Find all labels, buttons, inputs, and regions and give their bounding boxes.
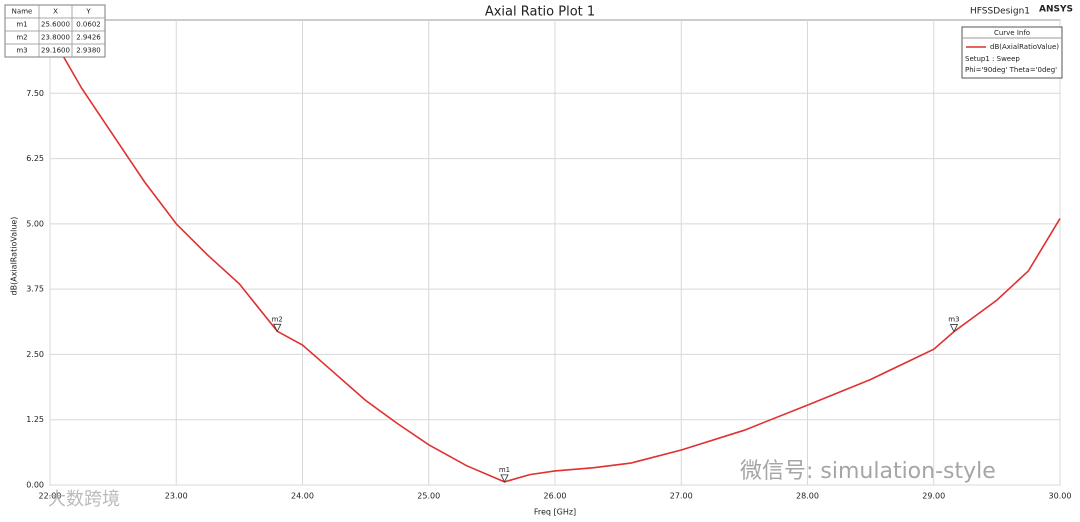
legend-text: Phi='90deg' Theta='0deg' [965,66,1057,74]
watermark: 微信号: simulation-style [740,459,996,484]
table-text: 2.9380 [76,47,101,55]
x-tick-label: 30.00 [1049,492,1072,501]
table-text: 0.0602 [76,21,101,29]
brand: ANSYS [1039,5,1073,15]
marker [949,324,959,333]
y-tick-label: 7.50 [26,89,44,98]
y-tick-label: 1.25 [26,415,44,424]
table-text: m3 [16,47,27,55]
table-text: 29.1600 [41,47,70,55]
marker [273,323,282,333]
y-axis-label: dB(AxialRatioValue) [10,217,19,296]
y-tick-label: 3.75 [26,285,44,294]
table-cell [71,43,106,58]
table-text: 23.8000 [41,34,70,42]
legend [961,26,1063,79]
x-tick-label: 22.00 [39,492,62,501]
chart-title: Axial Ratio Plot 1 [485,5,595,20]
legend-text: Setup1 : Sweep [965,55,1020,63]
x-tick-label: 25.00 [417,492,440,501]
marker [500,474,509,483]
table-text: Name [12,8,33,16]
y-tick-label: 5.00 [26,219,44,228]
x-tick-label: 24.00 [291,492,314,501]
table-text: Y [85,8,91,16]
x-tick-label: 28.00 [796,492,819,501]
table-text: 25.6000 [41,21,70,29]
y-tick-label: 6.25 [26,154,44,163]
marker-label: m1 [499,466,510,474]
x-tick-label: 29.00 [922,492,945,501]
table-text: X [53,8,58,16]
table-text: m1 [16,21,27,29]
y-tick-label: 2.50 [26,350,44,359]
design-name: HFSSDesign1 [970,7,1030,17]
x-tick-label: 23.00 [165,492,188,501]
curve [49,32,1061,483]
table-text: m2 [16,34,27,42]
legend-title: Curve Info [994,29,1030,37]
legend-label: dB(AxialRatioValue) [990,43,1059,51]
x-axis-label: Freq [GHz] [534,508,576,517]
x-tick-label: 27.00 [670,492,693,501]
watermark: 大数跨境 [48,489,120,510]
table-text: 2.9426 [76,34,101,42]
marker-label: m2 [272,315,283,323]
y-tick-label: 0.00 [26,481,44,490]
x-tick-label: 26.00 [544,492,567,501]
marker-label: m3 [948,316,959,324]
